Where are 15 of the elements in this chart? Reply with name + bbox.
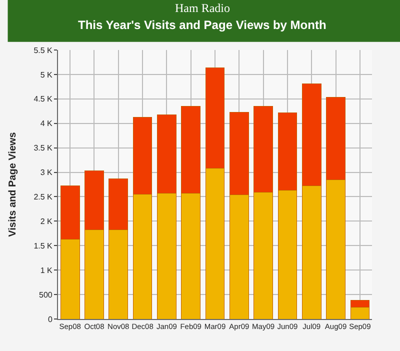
chart-subtitle: This Year's Visits and Page Views by Month — [78, 18, 326, 32]
y-tick-label: 5 K — [40, 70, 54, 80]
chart-title: Ham Radio — [175, 1, 230, 15]
y-tick-label: 4.5 K — [34, 94, 54, 104]
y-tick-label: 1 K — [40, 266, 54, 275]
y-tick-label: 3 K — [40, 168, 54, 178]
y-axis-title: Visits and Page Views — [8, 132, 19, 237]
y-tick-label: 3.5 K — [34, 144, 54, 153]
y-tick-label: 2 K — [40, 216, 54, 226]
y-tick-label: 500 — [39, 290, 53, 300]
y-tick-label: 2.5 K — [34, 192, 54, 202]
y-tick-label: 4 K — [40, 119, 54, 128]
y-tick-label: 1.5 K — [34, 241, 54, 250]
y-tick-label: 0 — [48, 314, 53, 324]
y-tick-label: 5.5 K — [34, 46, 54, 55]
